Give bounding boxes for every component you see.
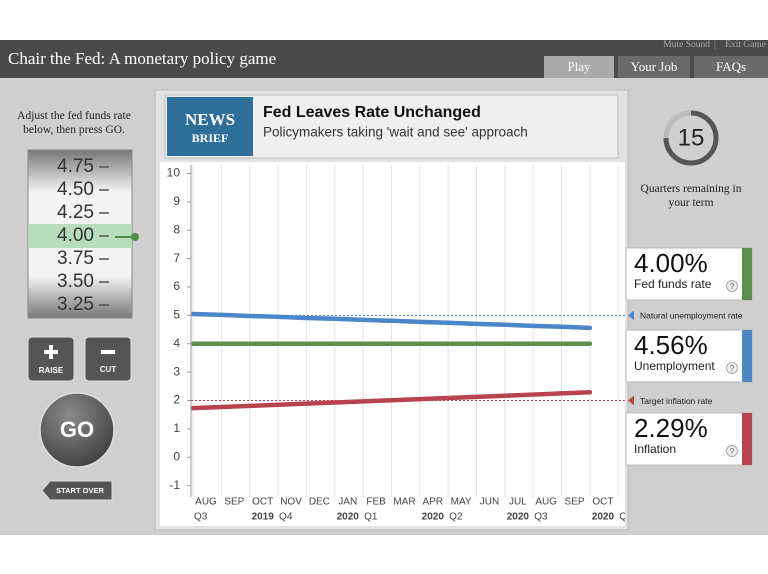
rate-option: 4.00	[57, 225, 94, 246]
x-sublabel: Q4	[279, 512, 293, 523]
news-logo	[167, 97, 253, 156]
x-tick-label: MAY	[451, 497, 472, 508]
y-tick-label: 6	[173, 279, 180, 293]
stat-color-bar	[742, 330, 752, 382]
reference-marker	[628, 310, 634, 321]
x-sublabel: Q	[619, 512, 627, 523]
x-tick-label: OCT	[592, 497, 613, 508]
y-tick-label: 9	[173, 194, 180, 208]
x-tick-label: JAN	[338, 497, 357, 508]
rate-option: 3.50	[57, 271, 94, 292]
tab-label[interactable]: Play	[567, 59, 591, 74]
start-over-label[interactable]: START OVER	[56, 486, 104, 495]
news-logo-bottom: BRIEF	[192, 131, 229, 145]
help-label: ?	[730, 364, 735, 373]
x-tick-label: AUG	[195, 497, 217, 508]
headline: Fed Leaves Rate Unchanged	[263, 104, 481, 121]
x-sublabel: 2019	[252, 512, 275, 523]
y-tick-label: 2	[173, 393, 180, 407]
x-sublabel: 2020	[507, 512, 530, 523]
y-tick-label: -1	[169, 478, 180, 492]
help-icon[interactable]	[726, 280, 738, 292]
x-sublabel: Q3	[534, 512, 548, 523]
x-tick-label: OCT	[252, 497, 273, 508]
x-tick-label: AUG	[535, 497, 557, 508]
x-tick-label: NOV	[280, 497, 302, 508]
reference-label: Target inflation rate	[640, 396, 713, 406]
y-tick-label: 0	[173, 449, 180, 463]
stat-color-bar	[742, 413, 752, 465]
mute-link[interactable]: Mute Sound	[663, 40, 710, 50]
stat-value: 2.29%	[634, 413, 708, 443]
help-icon[interactable]	[726, 362, 738, 374]
x-tick-label: FEB	[366, 497, 386, 508]
dial-highlight	[28, 224, 132, 248]
x-sublabel: Q1	[364, 512, 378, 523]
x-tick-label: APR	[423, 497, 444, 508]
x-tick-label: JUL	[509, 497, 527, 508]
stat-label: Fed funds rate	[634, 277, 712, 291]
x-tick-label: SEP	[565, 497, 585, 508]
y-tick-label: 4	[173, 336, 180, 350]
x-tick-label: MAR	[393, 497, 415, 508]
go-button[interactable]	[39, 392, 115, 468]
tab[interactable]	[694, 56, 768, 78]
help-label: ?	[730, 282, 735, 291]
x-sublabel: Q3	[194, 512, 208, 523]
y-tick-label: 10	[167, 166, 181, 180]
game-title: Chair the Fed: A monetary policy game	[8, 49, 276, 68]
stat-value: 4.56%	[634, 330, 708, 360]
x-tick-label: JUN	[480, 497, 499, 508]
rate-option: 4.50	[57, 179, 94, 200]
x-sublabel: 2020	[592, 512, 615, 523]
stat-label: Unemployment	[634, 359, 715, 373]
help-icon[interactable]	[726, 445, 738, 457]
instruction: Adjust the fed funds rate below, then pr…	[17, 110, 131, 136]
reference-marker	[628, 395, 634, 406]
separator: |	[714, 40, 716, 50]
tab-label[interactable]: FAQs	[716, 59, 746, 74]
stat-label: Inflation	[634, 442, 676, 456]
stat-value: 4.00%	[634, 248, 708, 278]
go-label[interactable]: GO	[60, 417, 94, 442]
rate-option: 4.75	[57, 156, 94, 177]
plot: AUG Q3 SEP OCT 2019 NOV Q4 DEC JAN 2020 FEB Q1 MAR AP…	[191, 165, 627, 523]
quarters-progress	[663, 110, 719, 166]
stat-color-bar	[742, 248, 752, 300]
x-tick-label: SEP	[224, 497, 244, 508]
series-line	[191, 311, 593, 331]
plus-icon	[44, 345, 58, 359]
tab-active[interactable]	[544, 56, 614, 78]
quarters-label: Quarters remaining in your term	[640, 183, 742, 209]
exit-link[interactable]: Exit Game	[725, 40, 766, 50]
y-tick-label: 3	[173, 364, 180, 378]
x-sublabel: 2020	[337, 512, 360, 523]
rate-option: 3.25	[57, 294, 94, 315]
help-label: ?	[730, 447, 735, 456]
stat-card	[625, 329, 753, 383]
y-tick-label: 5	[173, 308, 180, 322]
dial-pointer-dot	[131, 233, 139, 241]
y-tick-label: 7	[173, 251, 180, 265]
x-sublabel: 2020	[422, 512, 445, 523]
x-sublabel: Q2	[449, 512, 463, 523]
rate-option: 4.25	[57, 202, 94, 223]
cut-label[interactable]: CUT	[100, 365, 117, 374]
cut-button[interactable]	[84, 336, 132, 382]
tab[interactable]	[618, 56, 690, 78]
start-over-button[interactable]	[41, 480, 113, 501]
y-tick-label: 1	[173, 421, 180, 435]
news-logo-top: NEWS	[185, 110, 235, 129]
raise-label[interactable]: RAISE	[39, 366, 64, 375]
reference-label: Natural unemployment rate	[640, 311, 743, 321]
quarters-count: 15	[678, 124, 705, 151]
x-tick-label: DEC	[309, 497, 330, 508]
subhead: Policymakers taking 'wait and see' appro…	[263, 125, 528, 140]
y-tick-label: 8	[173, 222, 180, 236]
rate-option: 3.75	[57, 248, 94, 269]
tab-label[interactable]: Your Job	[631, 59, 678, 74]
